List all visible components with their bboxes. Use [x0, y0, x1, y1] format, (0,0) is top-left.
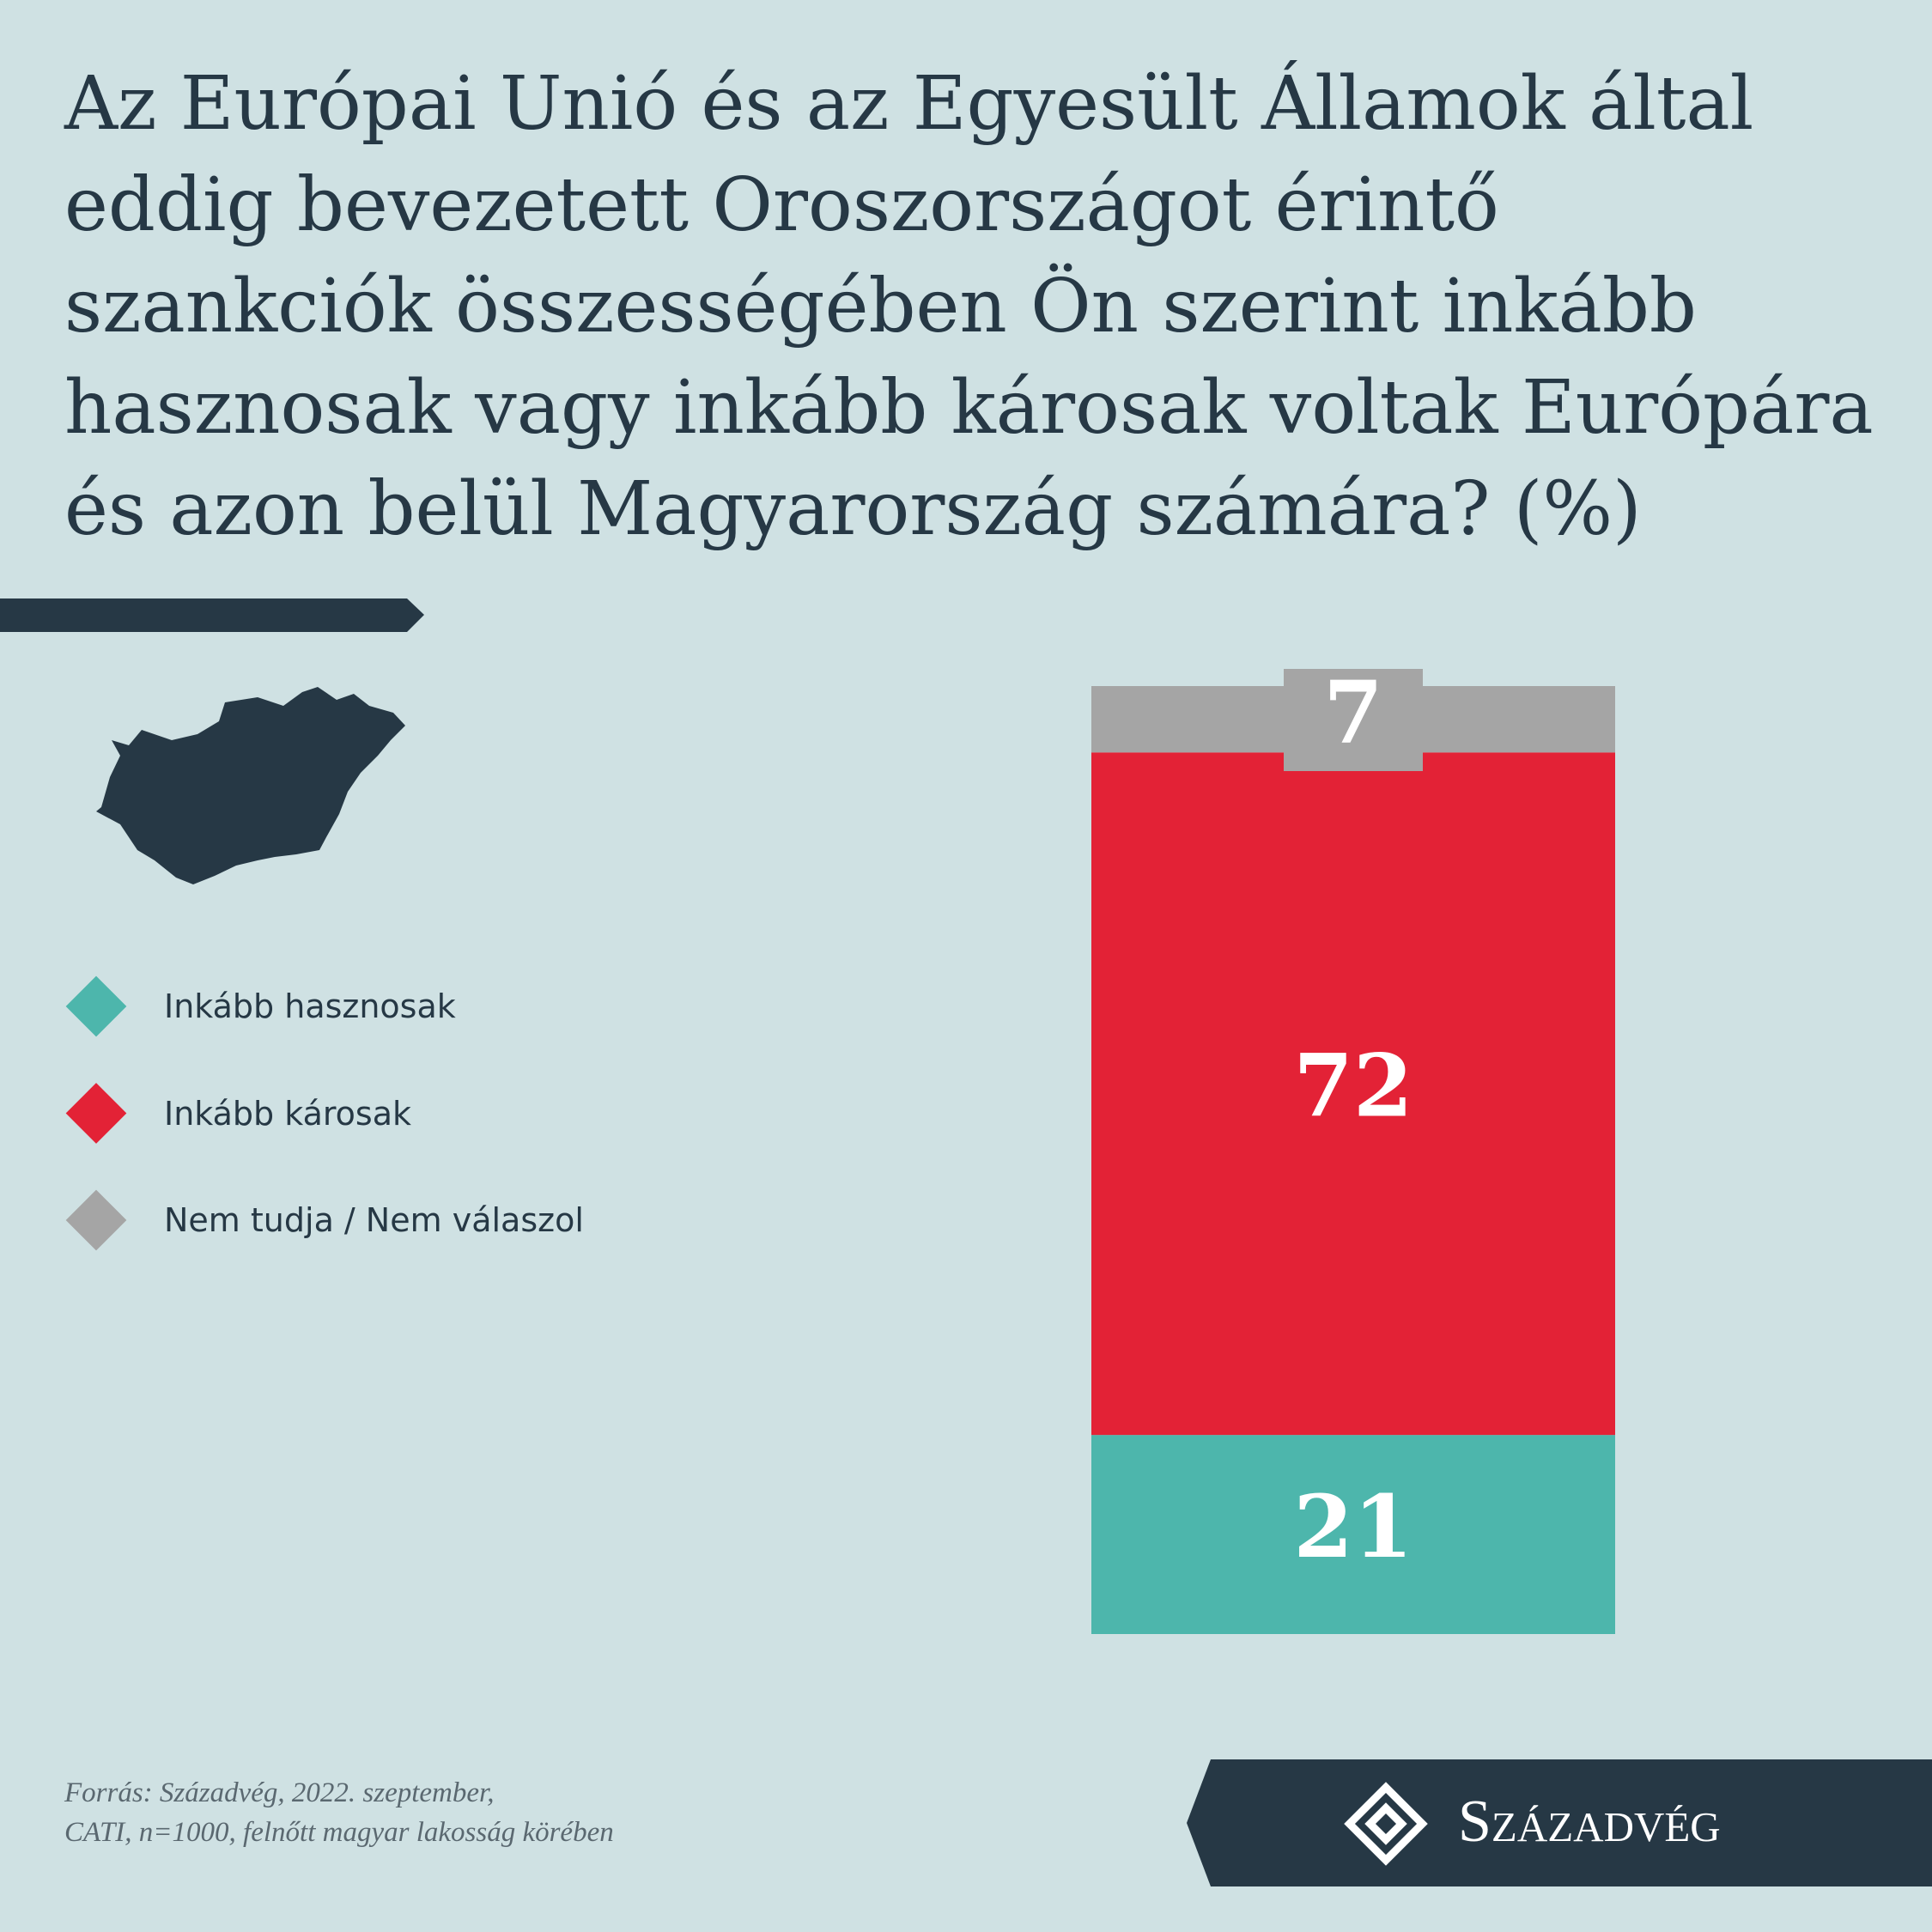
legend-label: Inkább hasznosak: [164, 987, 456, 1025]
value-label-box: [1284, 669, 1423, 771]
value-label: 72: [1293, 1036, 1413, 1137]
legend-label: Nem tudja / Nem válaszol: [164, 1201, 584, 1239]
legend-marker: [65, 1083, 127, 1144]
legend-marker: [65, 975, 127, 1037]
value-label: 21: [1293, 1476, 1413, 1577]
bar-segment: [1091, 752, 1615, 1436]
legend-marker: [65, 1189, 127, 1251]
hungary-map: [96, 687, 405, 884]
logo-text: Századvég: [1458, 1789, 1721, 1855]
logo-icon: [1344, 1782, 1428, 1866]
divider-arrow: [0, 598, 424, 632]
logo-band: [1187, 1759, 1932, 1886]
source-line: CATI, n=1000, felnőtt magyar lakosság kö…: [64, 1817, 614, 1848]
legend-label: Inkább károsak: [164, 1094, 411, 1133]
chart-title: Az Európai Unió és az Egyesült Államok á…: [64, 61, 1874, 552]
value-label: 7: [1323, 662, 1383, 763]
bar-segment: [1091, 1435, 1615, 1634]
source-line: Forrás: Századvég, 2022. szeptember,: [64, 1777, 495, 1808]
